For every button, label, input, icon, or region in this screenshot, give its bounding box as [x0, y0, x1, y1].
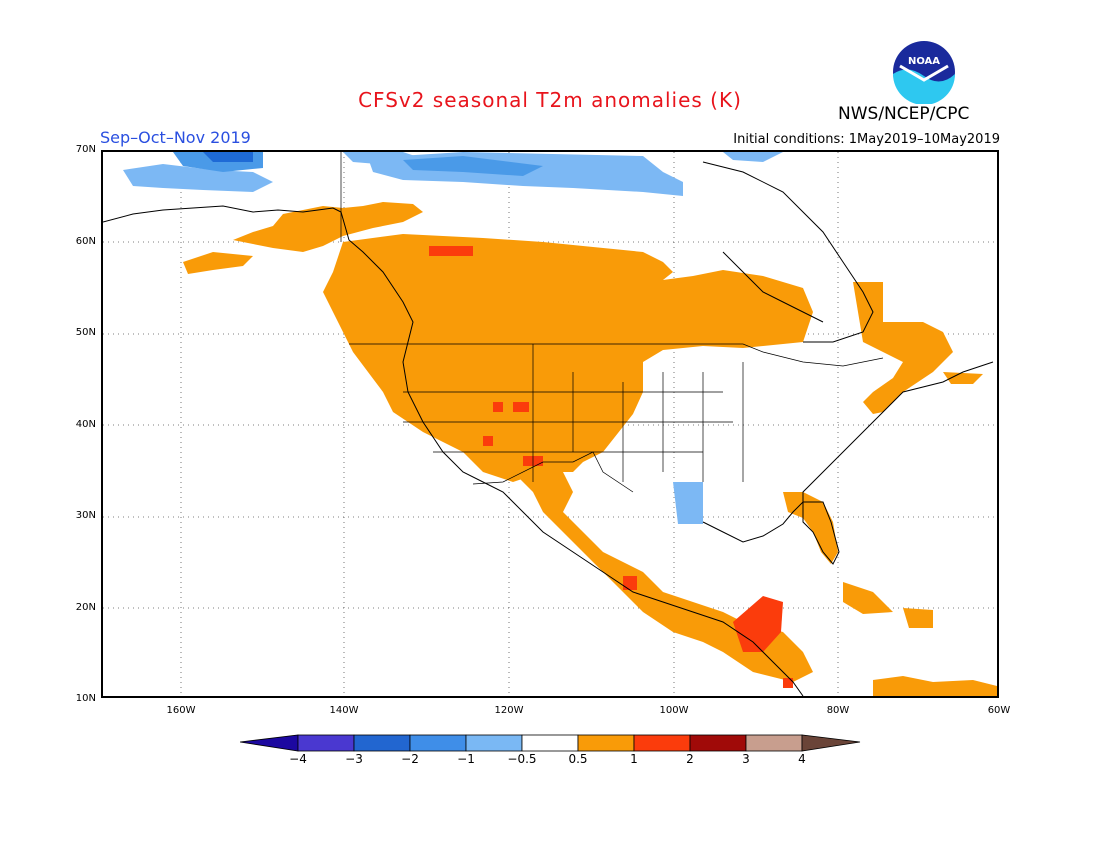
political-boundaries — [340, 152, 884, 493]
agency-label: NWS/NCEP/CPC — [838, 104, 970, 124]
lat-label-30n: 30N — [75, 510, 96, 521]
colorbar-segment — [465, 734, 523, 752]
colorbar-segment — [577, 734, 635, 752]
noaa-logo-text: NOAA — [908, 56, 940, 67]
colorbar-tick-label: −1 — [457, 752, 475, 766]
colorbar-tick-label: 2 — [686, 752, 694, 766]
anomaly-map — [101, 150, 999, 698]
initial-conditions-label: Initial conditions: 1May2019–10May2019 — [733, 132, 1000, 147]
colorbar-segment — [240, 734, 299, 752]
lon-label-60w: 60W — [987, 705, 1011, 716]
lon-label-80w: 80W — [826, 705, 850, 716]
colorbar-tick-label: −0.5 — [507, 752, 537, 766]
colorbar-tick-label: 0.5 — [568, 752, 588, 766]
colorbar-tick-label: −3 — [345, 752, 363, 766]
colorbar-tick-label: −4 — [289, 752, 307, 766]
colorbar-segment — [801, 734, 861, 752]
lat-label-50n: 50N — [75, 327, 96, 338]
lon-label-120w: 120W — [494, 705, 524, 716]
map-canvas — [103, 152, 997, 696]
noaa-logo: NOAA — [893, 41, 955, 104]
warm-anomaly-areas — [183, 202, 997, 696]
lon-label-160w: 160W — [166, 705, 196, 716]
colorbar-segment — [409, 734, 467, 752]
colorbar-segment — [353, 734, 411, 752]
lat-label-60n: 60N — [75, 236, 96, 247]
colorbar-tick-label: −2 — [401, 752, 419, 766]
lat-label-70n: 70N — [75, 144, 96, 155]
lon-label-140w: 140W — [329, 705, 359, 716]
colorbar — [240, 734, 861, 752]
colorbar-segment — [745, 734, 803, 752]
colorbar-tick-label: 3 — [742, 752, 750, 766]
colorbar-tick-label: 1 — [630, 752, 638, 766]
lat-label-20n: 20N — [75, 602, 96, 613]
season-label: Sep–Oct–Nov 2019 — [100, 128, 251, 147]
colorbar-segment — [689, 734, 747, 752]
colorbar-tick-label: 4 — [798, 752, 806, 766]
colorbar-segment — [297, 734, 355, 752]
map-title: CFSv2 seasonal T2m anomalies (K) — [358, 88, 742, 112]
colorbar-segment — [633, 734, 691, 752]
colorbar-segment — [521, 734, 579, 752]
lat-label-10n: 10N — [75, 693, 96, 704]
lat-label-40n: 40N — [75, 419, 96, 430]
cold-anomaly-areas — [123, 152, 783, 524]
lon-label-100w: 100W — [659, 705, 689, 716]
